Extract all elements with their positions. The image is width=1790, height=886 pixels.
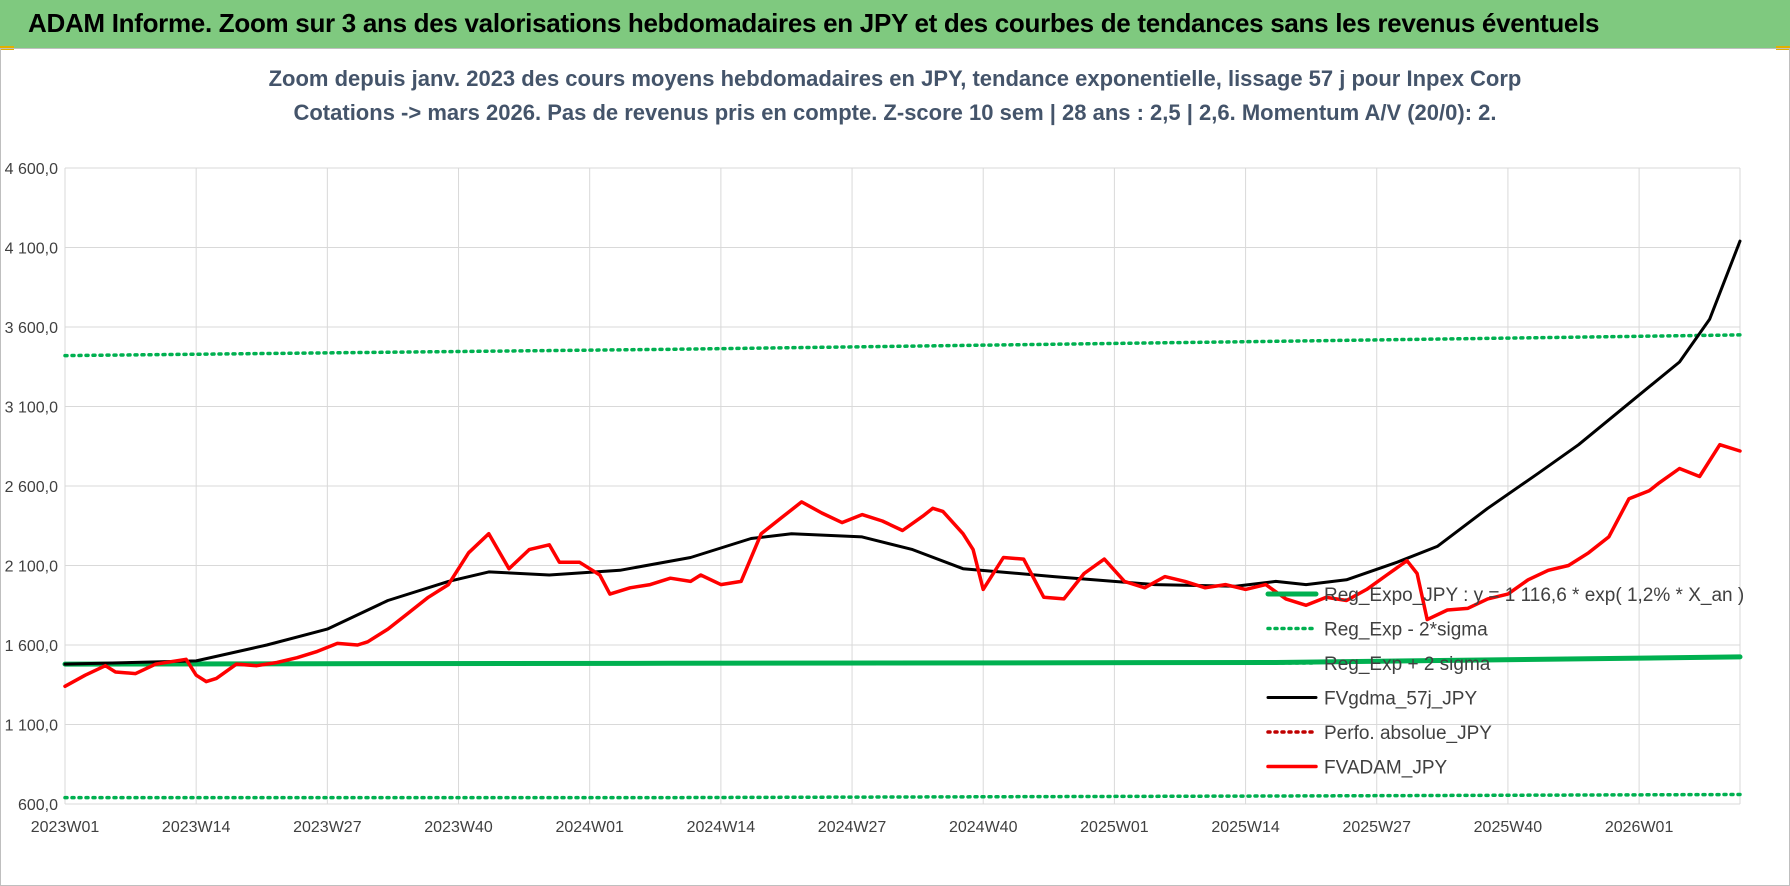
y-tick-label: 4 600,0 [5,161,58,178]
y-tick-label: 1 100,0 [5,718,58,735]
x-axis-ticks: 2023W01 2023W14 2023W27 2023W40 2024W01 2024W… [31,819,1674,836]
y-tick-label: 2 600,0 [5,479,58,496]
y-axis-ticks: 600,0 1 100,0 1 600,0 2 100,0 2 600,0 3 100,0… [5,161,58,814]
legend-label: Reg_Exp - 2*sigma [1324,620,1488,641]
series-line-fvadam-jpy [63,442,1742,689]
x-tick-label: 2023W40 [424,819,493,836]
legend: Reg_Expo_JPY : y = 1 116,6 * exp( 1,2% *… [1265,585,1744,779]
y-tick-label: 3 600,0 [5,320,58,337]
x-tick-label: 2026W01 [1605,819,1674,836]
series-line-reg-expo-jpy-y-1-116-6-exp-1-2-x-an [62,654,1743,667]
y-tick-label: 1 600,0 [5,638,58,655]
y-tick-label: 2 100,0 [5,559,58,576]
x-tick-label: 2023W14 [162,819,231,836]
y-tick-label: 600,0 [18,797,58,814]
x-tick-label: 2023W27 [293,819,362,836]
report-title: ADAM Informe. Zoom sur 3 ans des valoris… [28,8,1600,38]
series-line-reg-exp-2-sigma [63,333,1742,358]
grid-lines [64,167,1741,805]
legend-label: Reg_Expo_JPY : y = 1 116,6 * exp( 1,2% *… [1324,585,1744,606]
x-tick-label: 2024W27 [818,819,887,836]
x-tick-label: 2024W14 [687,819,756,836]
y-tick-label: 3 100,0 [5,400,58,417]
x-tick-label: 2025W27 [1342,819,1411,836]
x-tick-label: 2025W01 [1080,819,1149,836]
header-band: ADAM Informe. Zoom sur 3 ans des valoris… [0,0,1790,49]
x-tick-label: 2025W40 [1474,819,1543,836]
legend-label: Perfo. absolue_JPY [1324,723,1492,744]
series-lines [62,239,1743,800]
chart-subtitle: Cotations -> mars 2026. Pas de revenus p… [293,100,1496,125]
line-chart: Zoom depuis janv. 2023 des cours moyens … [5,66,1745,836]
x-tick-label: 2024W40 [949,819,1018,836]
legend-label: FVgdma_57j_JPY [1324,689,1477,710]
x-tick-label: 2025W14 [1211,819,1280,836]
series-line-fvgdma-57j-jpy [63,239,1742,666]
chart-title: Zoom depuis janv. 2023 des cours moyens … [269,66,1522,91]
y-tick-label: 4 100,0 [5,241,58,258]
series-line-reg-exp-2-sigma [63,792,1742,800]
x-tick-label: 2023W01 [31,819,100,836]
legend-label: FVADAM_JPY [1324,758,1448,779]
legend-label: Reg_Exp + 2 sigma [1324,654,1491,675]
x-tick-label: 2024W01 [555,819,624,836]
